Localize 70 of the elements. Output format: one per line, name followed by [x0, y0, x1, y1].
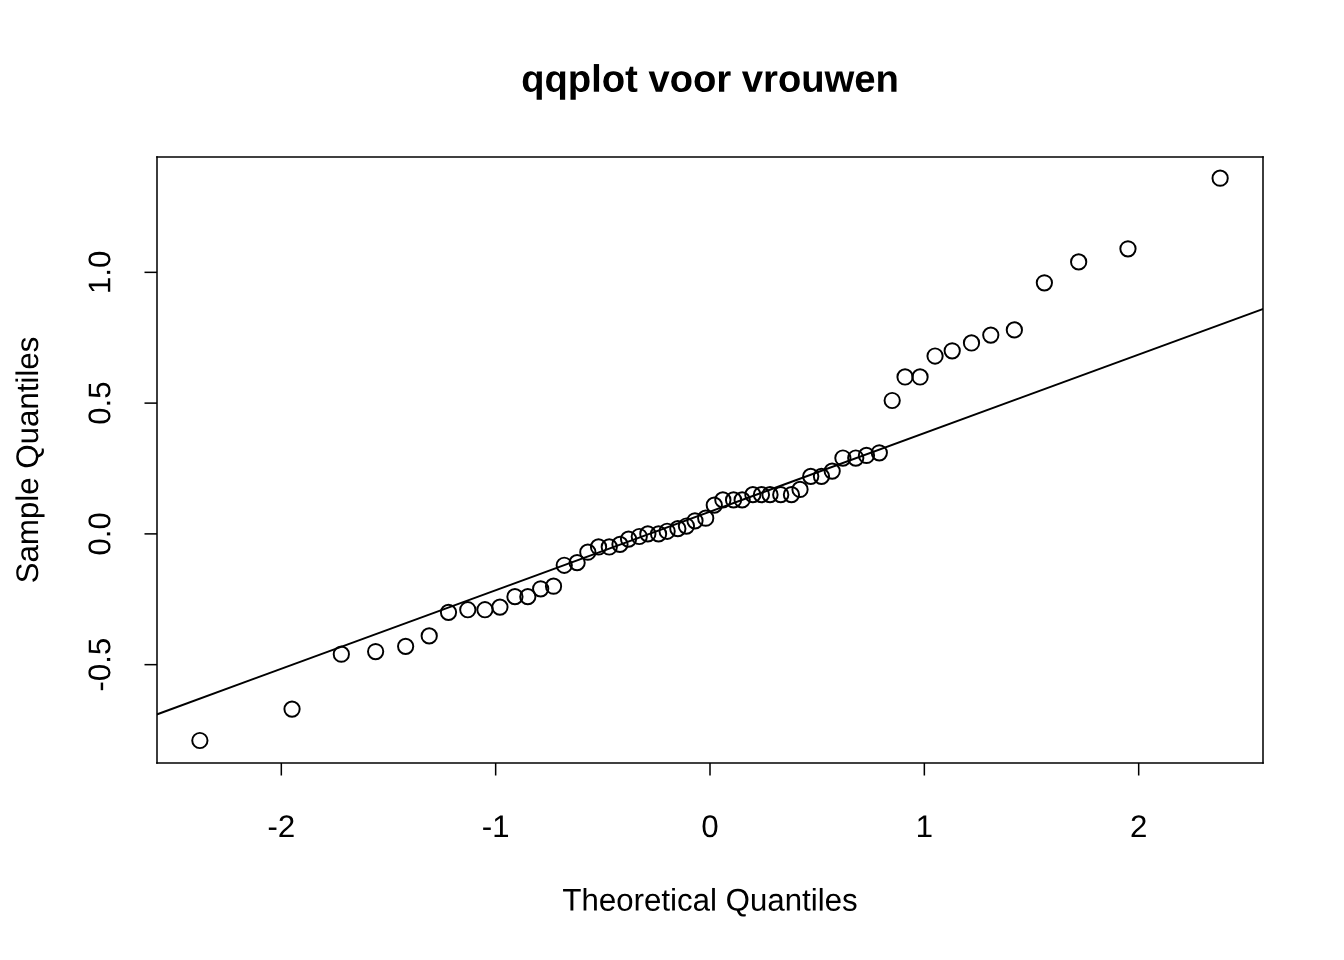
point: [943, 342, 961, 360]
point: [761, 486, 779, 504]
point: [491, 598, 509, 616]
x-tick-label: 1: [918, 815, 932, 838]
point: [579, 543, 597, 561]
point: [714, 491, 732, 509]
point: [191, 731, 209, 750]
y-tick-label: 0.0: [88, 513, 111, 555]
point: [883, 391, 901, 410]
point: [857, 446, 876, 465]
point: [870, 444, 888, 462]
point: [519, 588, 537, 606]
y-tick-label: 1.0: [88, 251, 111, 292]
x-tick-label: 0: [702, 815, 718, 838]
point: [705, 496, 723, 514]
point: [532, 580, 550, 598]
point: [1005, 321, 1023, 339]
point: [847, 449, 865, 467]
x-tick-label: -2: [268, 815, 294, 838]
point: [600, 538, 618, 556]
x-axis-title: Theoretical Quantiles: [563, 887, 857, 917]
point: [1070, 253, 1088, 271]
x-tick-label: -1: [483, 815, 509, 838]
point: [802, 467, 820, 485]
point: [332, 645, 350, 663]
y-tick-label: -0.5: [88, 639, 111, 691]
point: [686, 512, 704, 530]
point: [812, 467, 831, 485]
point: [506, 588, 524, 606]
point: [397, 637, 415, 655]
x-tick-label: 2: [1131, 815, 1146, 838]
point: [669, 520, 687, 538]
point: [791, 480, 809, 499]
point: [697, 509, 715, 527]
point: [752, 486, 771, 504]
y-tick-label: 0.5: [88, 382, 111, 424]
point: [555, 556, 573, 574]
point: [568, 554, 586, 572]
point: [459, 601, 477, 619]
point: [630, 527, 648, 546]
point: [1119, 240, 1137, 258]
point: [926, 347, 944, 365]
point: [724, 491, 743, 509]
point: [439, 603, 458, 621]
point: [782, 486, 801, 504]
point: [649, 525, 668, 543]
point: [639, 525, 657, 543]
point: [1035, 274, 1053, 292]
point: [911, 368, 929, 386]
point: [982, 326, 1000, 344]
point: [962, 334, 981, 352]
chart-title: qqplot voor vrouwen: [522, 64, 897, 100]
y-axis-title: Sample Quantiles: [15, 337, 45, 582]
point: [896, 368, 914, 386]
point: [677, 517, 696, 535]
point: [834, 449, 852, 467]
point: [658, 522, 676, 540]
point: [283, 700, 301, 718]
point: [476, 601, 494, 619]
point: [772, 486, 790, 504]
point: [367, 642, 385, 661]
point: [1211, 169, 1229, 187]
point: [544, 577, 563, 595]
point: [619, 530, 638, 548]
point: [823, 462, 841, 480]
point: [744, 486, 762, 504]
point: [733, 491, 751, 509]
point: [611, 535, 629, 553]
point: [420, 627, 438, 645]
point: [589, 538, 608, 556]
